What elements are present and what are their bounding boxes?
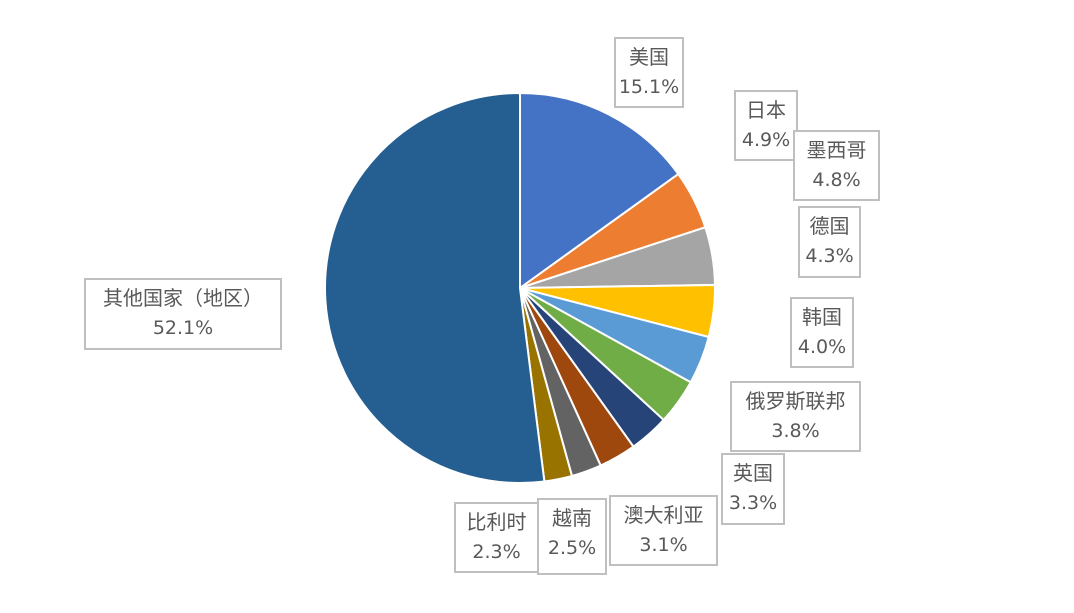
data-label-uk: 英国 3.3% [721,453,785,525]
label-value: 4.8% [812,169,861,191]
label-value: 3.3% [728,492,778,514]
label-value: 15.1% [618,76,680,98]
label-value: 4.9% [741,129,791,151]
data-label-australia: 澳大利亚 3.1% [609,495,718,566]
label-name: 英国 [733,461,773,485]
label-name: 韩国 [802,305,842,329]
pie-slice-10 [324,91,546,484]
label-name: 其他国家（地区） [103,286,263,310]
data-label-vietnam: 越南 2.5% [537,498,607,575]
label-name: 越南 [552,506,592,530]
data-label-korea: 韩国 4.0% [790,297,854,368]
label-name: 比利时 [466,510,527,534]
label-value: 2.3% [472,541,521,563]
label-name: 德国 [809,214,850,238]
label-value: 3.1% [639,534,688,556]
label-name: 俄罗斯联邦 [745,389,846,413]
label-value: 4.3% [805,245,854,267]
data-label-germany: 德国 4.3% [798,206,861,278]
label-name: 澳大利亚 [623,503,704,527]
data-label-russia: 俄罗斯联邦 3.8% [730,381,861,452]
label-value: 4.0% [797,336,847,358]
data-label-belgium: 比利时 2.3% [454,502,539,573]
label-name: 美国 [629,45,669,69]
label-name: 日本 [746,98,786,122]
data-label-japan: 日本 4.9% [734,90,798,161]
label-name: 墨西哥 [806,138,867,162]
pie-slice-0 [519,91,680,290]
label-value: 3.8% [771,420,820,442]
data-label-us: 美国 15.1% [614,37,684,108]
label-value: 52.1% [152,317,214,339]
data-label-others: 其他国家（地区） 52.1% [84,278,282,350]
label-value: 2.5% [547,537,597,559]
data-label-mexico: 墨西哥 4.8% [793,130,880,201]
